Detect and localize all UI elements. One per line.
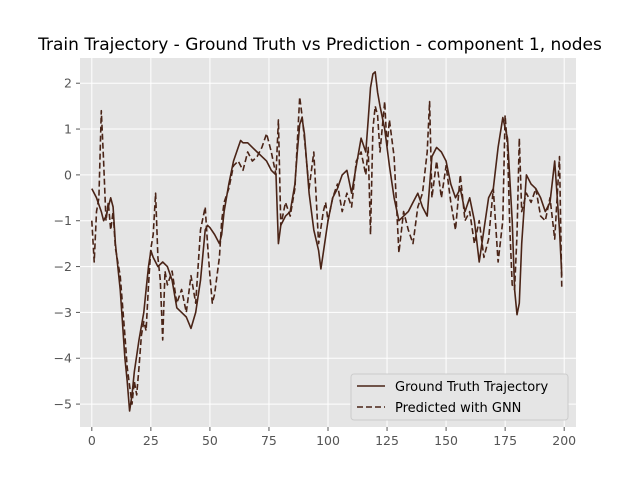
y-tick-label: −5 (54, 397, 72, 412)
x-axis: 0 25 50 75 100 125 150 175 200 (88, 427, 576, 448)
x-tick-label: 100 (316, 433, 340, 448)
x-tick-label: 200 (552, 433, 576, 448)
chart-title: Train Trajectory - Ground Truth vs Predi… (37, 35, 602, 55)
x-tick-label: 150 (434, 433, 458, 448)
y-tick-label: −2 (54, 259, 72, 274)
y-tick-label: −1 (54, 213, 72, 228)
x-tick-label: 0 (88, 433, 96, 448)
y-tick-label: 0 (64, 167, 72, 182)
legend-label-ground-truth: Ground Truth Trajectory (395, 380, 549, 395)
series-line-predicted (91, 96, 563, 405)
y-tick-label: 1 (64, 122, 72, 137)
y-tick-label: −4 (54, 351, 72, 366)
x-tick-label: 75 (261, 433, 277, 448)
series-layer (91, 71, 563, 412)
legend-label-predicted: Predicted with GNN (395, 401, 521, 416)
series-line-ground-truth (91, 71, 563, 412)
y-tick-label: −3 (54, 305, 72, 320)
y-tick-label: 2 (64, 76, 72, 91)
x-tick-label: 125 (375, 433, 399, 448)
x-tick-label: 25 (143, 433, 159, 448)
legend: Ground Truth Trajectory Predicted with G… (350, 373, 569, 421)
x-tick-label: 50 (202, 433, 218, 448)
legend-box (350, 373, 569, 421)
x-tick-label: 175 (493, 433, 517, 448)
y-axis: 2 1 0 −1 −2 −3 −4 −5 (54, 76, 80, 412)
